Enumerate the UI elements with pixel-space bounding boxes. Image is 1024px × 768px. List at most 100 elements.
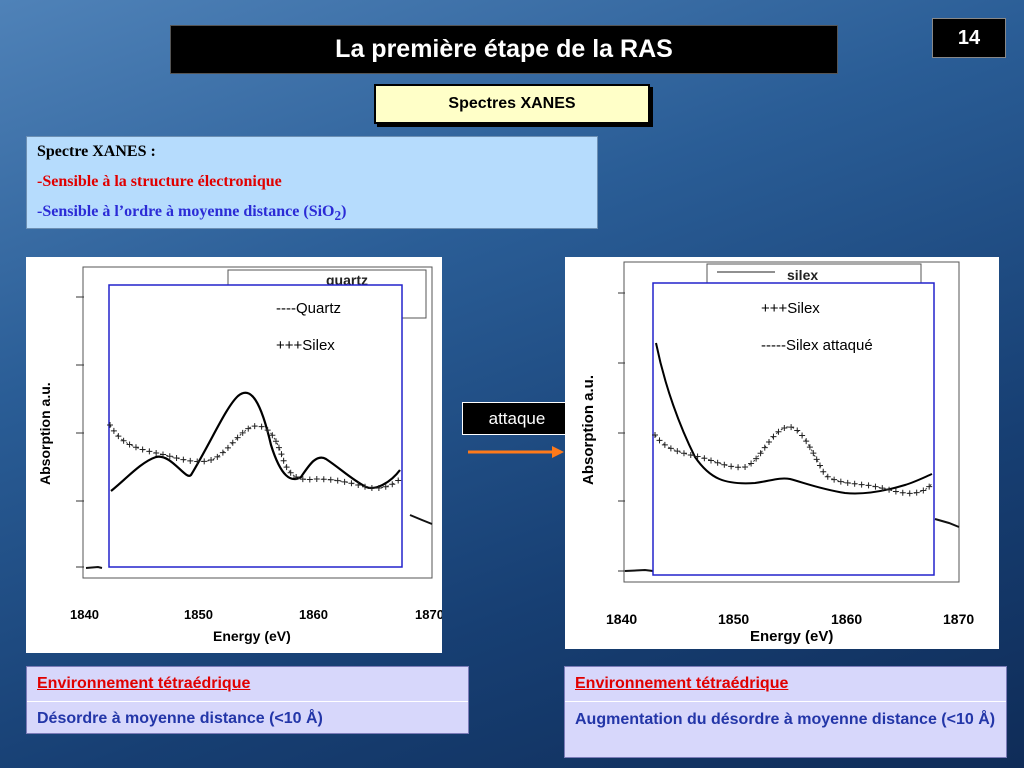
right-legend-silex: +++Silex	[761, 300, 820, 317]
left-silex-marker-35	[299, 476, 306, 483]
left-xtick-1870: 1870	[415, 607, 442, 622]
right-silex-marker-25	[799, 432, 806, 439]
right-silex-marker-42	[892, 488, 899, 495]
left-silex-marker-7	[146, 448, 153, 455]
right-silex-marker-47	[926, 483, 933, 490]
left-silex-marker-24	[251, 423, 258, 430]
right-silex-marker-7	[694, 453, 701, 460]
left-silex-marker-19	[224, 444, 231, 451]
right-silex-marker-37	[858, 481, 865, 488]
left-silex-marker-18	[219, 449, 226, 456]
left-silex-marker-47	[382, 483, 389, 490]
info-line2-sub: 2	[334, 208, 342, 224]
left-xtick-1850: 1850	[184, 607, 213, 622]
right-silex-marker-6	[687, 452, 694, 459]
left-silex-markers	[107, 422, 402, 491]
left-back-curve-end	[409, 514, 433, 525]
left-silex-marker-14	[194, 458, 201, 465]
left-silex-marker-40	[334, 477, 341, 484]
left-silex-marker-43	[355, 481, 362, 488]
right-silex-marker-17	[757, 450, 764, 457]
right-silex-marker-14	[742, 463, 749, 470]
right-ylabel: Absorption a.u.	[580, 375, 597, 485]
info-line2-end: )	[341, 203, 347, 220]
left-result-line2: Désordre à moyenne distance (<10 Å)	[37, 710, 323, 727]
right-silex-marker-21	[775, 428, 782, 435]
left-silex-marker-12	[180, 456, 187, 463]
right-silex-marker-44	[906, 490, 913, 497]
left-silex-marker-36	[306, 476, 313, 483]
right-silex-marker-33	[831, 476, 838, 483]
right-silex-marker-9	[708, 457, 715, 464]
info-line2: -Sensible à l’ordre à moyenne distance (…	[37, 203, 587, 233]
left-silex-marker-15	[201, 458, 208, 465]
right-silex-marker-43	[899, 489, 906, 496]
right-silex-marker-34	[837, 478, 844, 485]
left-silex-marker-25	[258, 423, 265, 430]
arrow-icon	[468, 446, 564, 458]
right-back-frame	[623, 261, 960, 583]
left-silex-marker-33	[287, 469, 294, 476]
right-silex-marker-26	[803, 438, 810, 445]
right-back-curve-start	[624, 568, 654, 572]
right-silex-marker-20	[770, 433, 777, 440]
left-silex-marker-49	[395, 477, 402, 484]
info-box: Spectre XANES : -Sensible à la structure…	[26, 136, 598, 229]
left-silex-marker-31	[280, 457, 287, 464]
slide-title-text: La première étape de la RAS	[335, 35, 673, 63]
left-silex-marker-3	[120, 437, 127, 444]
left-silex-marker-22	[239, 429, 246, 436]
info-heading: Spectre XANES :	[37, 143, 156, 160]
right-silex-marker-39	[872, 483, 879, 490]
right-silex-marker-18	[761, 444, 768, 451]
right-silex-marker-31	[820, 468, 827, 475]
left-silex-marker-5	[132, 444, 139, 451]
right-silex-marker-10	[714, 459, 721, 466]
right-silex-marker-45	[913, 489, 920, 496]
right-silex-marker-24	[794, 427, 801, 434]
left-xtick-1860: 1860	[299, 607, 328, 622]
right-back-curve-end	[934, 518, 960, 528]
left-result-line1: Environnement tétraédrique	[27, 667, 468, 702]
left-silex-marker-28	[272, 438, 279, 445]
right-silex-marker-38	[865, 482, 872, 489]
right-silex-markers	[652, 424, 933, 497]
left-silex-marker-13	[187, 457, 194, 464]
left-quartz-curve	[110, 391, 401, 492]
right-silex-marker-32	[824, 473, 831, 480]
left-silex-marker-30	[278, 451, 285, 458]
left-legend-quartz: ----Quartz	[276, 300, 341, 317]
right-xtick-1860: 1860	[831, 611, 862, 627]
right-silex-marker-23	[788, 424, 795, 431]
left-chart-panel: quartz ----Quartz +++Silex 1840 1850 186…	[26, 257, 444, 653]
left-silex-marker-48	[389, 481, 396, 488]
left-xtick-1840: 1840	[70, 607, 99, 622]
left-silex-marker-1	[110, 427, 117, 434]
left-back-frame	[82, 266, 433, 579]
page-number: 14	[932, 18, 1006, 58]
left-back-legend-text: quartz	[326, 272, 368, 288]
right-xtick-1840: 1840	[606, 611, 637, 627]
left-silex-marker-26	[264, 427, 271, 434]
left-silex-marker-39	[327, 476, 334, 483]
left-silex-marker-42	[348, 480, 355, 487]
right-result-line2: Augmentation du désordre à moyenne dista…	[575, 711, 996, 728]
right-silex-marker-22	[781, 425, 788, 432]
left-chart-svg: quartz ----Quartz +++Silex 1840 1850 186…	[37, 266, 444, 644]
right-silex-marker-0	[652, 432, 658, 438]
right-silex-marker-5	[680, 450, 687, 457]
right-silex-marker-16	[753, 455, 760, 462]
info-line1: -Sensible à la structure électronique	[37, 173, 282, 190]
right-silex-marker-28	[810, 450, 817, 457]
left-xlabel: Energy (eV)	[213, 628, 291, 644]
right-silex-marker-2	[661, 441, 668, 448]
left-silex-marker-44	[362, 483, 369, 490]
right-silex-marker-41	[886, 486, 893, 493]
right-plot-area	[652, 282, 935, 576]
right-chart-svg: silex +++Silex -----Silex attaqué 1840 1…	[580, 261, 974, 645]
right-xtick-1850: 1850	[718, 611, 749, 627]
left-silex-marker-0	[107, 422, 113, 428]
left-ylabel: Absorption a.u.	[37, 382, 53, 485]
left-silex-marker-37	[313, 476, 320, 483]
left-result-box: Environnement tétraédrique Désordre à mo…	[26, 666, 469, 734]
